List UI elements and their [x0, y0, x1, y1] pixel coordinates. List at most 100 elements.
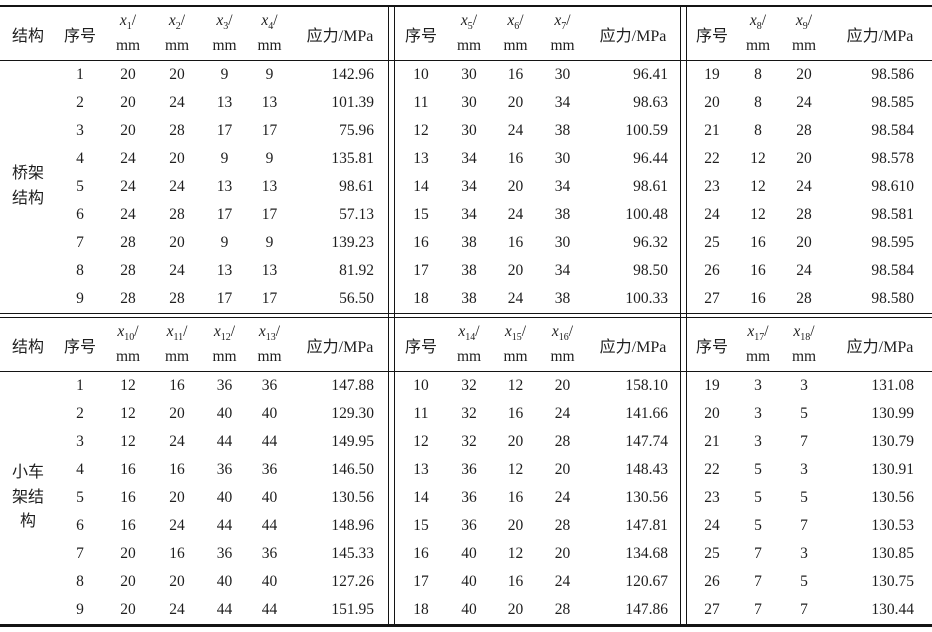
table-row: 8 28 24 13 13 81.92 [0, 257, 388, 285]
col-header-x11: x11/mm [152, 318, 202, 372]
x-variable-line: x12/ [202, 321, 247, 346]
orthogonal-experiment-table: 结构 序号 x1/mm x2/mm x3/mm x4/mm 应力/MPa 桥架 结构 1 20 20 9… [0, 5, 932, 627]
stress-value: 98.595 [871, 234, 914, 251]
x-value: 12 [120, 433, 136, 450]
x-value: 16 [750, 262, 766, 279]
slash: / [761, 12, 767, 30]
slash: / [519, 12, 524, 30]
row-index: 27 [704, 290, 720, 307]
x-value: 38 [554, 122, 571, 139]
x-value: 38 [461, 290, 477, 307]
x-value: 36 [261, 377, 278, 394]
group-spacer [388, 7, 396, 8]
x-value: 36 [461, 461, 477, 478]
x-value: 5 [754, 517, 762, 534]
stress-value: 130.91 [871, 461, 914, 478]
table-row: 10 30 16 30 96.41 [396, 61, 680, 89]
table-row: 16 40 12 20 134.68 [396, 540, 680, 568]
table-row: 6 16 24 44 44 148.96 [0, 512, 388, 540]
row-index: 6 [76, 206, 84, 223]
row-index: 8 [76, 573, 84, 590]
row-index: 9 [76, 290, 84, 307]
col-header-x16: x16/mm [539, 318, 586, 372]
x-value: 16 [169, 377, 185, 394]
col-header-index: 序号 [404, 28, 437, 45]
row-index: 24 [704, 206, 720, 223]
table-row: 2 12 20 40 40 129.30 [0, 400, 388, 428]
x-value: 20 [796, 150, 812, 167]
table-row: 23 5 5 130.56 [688, 484, 932, 512]
table-row: 5 24 24 13 13 98.61 [0, 173, 388, 201]
row-index: 5 [76, 489, 84, 506]
x-value: 13 [261, 94, 278, 111]
x-value: 12 [507, 377, 524, 394]
slash: / [566, 12, 571, 30]
x-value: 17 [216, 290, 233, 307]
x-variable-subscript: 6 [514, 21, 520, 33]
unit-label: mm [550, 348, 575, 366]
x-value: 28 [796, 122, 812, 139]
x-value: 9 [220, 66, 229, 83]
x-variable-letter: x [795, 12, 803, 30]
row-index: 7 [76, 234, 84, 251]
x-value: 12 [120, 377, 136, 394]
row-index: 15 [413, 517, 429, 534]
x-value: 28 [120, 290, 136, 307]
table-row: 15 34 24 38 100.48 [396, 201, 680, 229]
unit-label: mm [550, 37, 575, 55]
slash: / [131, 12, 137, 30]
x-value: 40 [461, 545, 477, 562]
x-value: 7 [754, 545, 762, 562]
table-row: 7 20 16 36 36 145.33 [0, 540, 388, 568]
stress-value: 98.581 [871, 206, 914, 223]
table-group-2-2: 序号 x14/mm x15/mm x16/mm 应力/MPa 10 32 12 20 158.10… [396, 318, 680, 624]
x-variable-subscript: 15 [511, 332, 522, 344]
x-variable-subscript: 5 [467, 21, 473, 33]
row-index: 27 [704, 601, 720, 618]
x-value: 3 [754, 405, 762, 422]
table-row: 15 36 20 28 147.81 [396, 512, 680, 540]
x-variable-line: x13/ [247, 321, 292, 346]
x-value: 7 [754, 573, 762, 590]
x-value: 40 [261, 405, 278, 422]
row-index: 21 [704, 122, 720, 139]
col-header-index: 序号 [404, 339, 437, 356]
x-variable-letter: x [119, 12, 127, 30]
col-header-x8: x8/mm [736, 7, 780, 61]
table-row: 25 16 20 98.595 [688, 229, 932, 257]
x-value: 7 [800, 517, 808, 534]
table-row: 4 24 20 9 9 135.81 [0, 145, 388, 173]
unit-label: mm [257, 37, 282, 55]
x-value: 34 [461, 150, 477, 167]
x-value: 24 [507, 206, 524, 223]
table-row: 3 20 28 17 17 75.96 [0, 117, 388, 145]
table-group-2-1: 结构 序号 x10/mm x11/mm x12/mm x13/mm 应力/MPa 小车 架结构 1… [0, 318, 388, 624]
table-row: 9 28 28 17 17 56.50 [0, 285, 388, 313]
stress-value: 130.75 [871, 573, 914, 590]
x-value: 13 [261, 262, 278, 279]
x-value: 28 [554, 517, 571, 534]
col-header-x1: x1/mm [104, 7, 152, 61]
x-value: 20 [507, 262, 524, 279]
x-value: 30 [461, 66, 477, 83]
x-variable-letter: x [554, 12, 562, 30]
stress-value: 148.43 [625, 461, 668, 478]
slash: / [180, 12, 186, 30]
stress-value: 98.584 [871, 122, 914, 139]
stress-value: 151.95 [331, 601, 374, 618]
table-row: 19 3 3 131.08 [688, 372, 932, 400]
x-value: 32 [461, 405, 477, 422]
x-value: 30 [554, 66, 571, 83]
table-group-2-3: 序号 x17/mm x18/mm 应力/MPa 19 3 3 131.08 20 3 5 130.99… [688, 318, 932, 624]
row-index: 24 [704, 517, 720, 534]
x-value: 38 [554, 290, 571, 307]
x-variable-subscript: 2 [175, 21, 181, 33]
x-value: 16 [750, 234, 766, 251]
x-variable-line: x6/ [492, 10, 539, 35]
col-header-index: 序号 [695, 28, 728, 45]
table-row: 18 40 20 28 147.86 [396, 596, 680, 624]
table-row: 24 5 7 130.53 [688, 512, 932, 540]
col-header-stress: 应力/MPa [306, 28, 374, 45]
row-index: 8 [76, 262, 84, 279]
stress-value: 56.50 [339, 290, 374, 307]
